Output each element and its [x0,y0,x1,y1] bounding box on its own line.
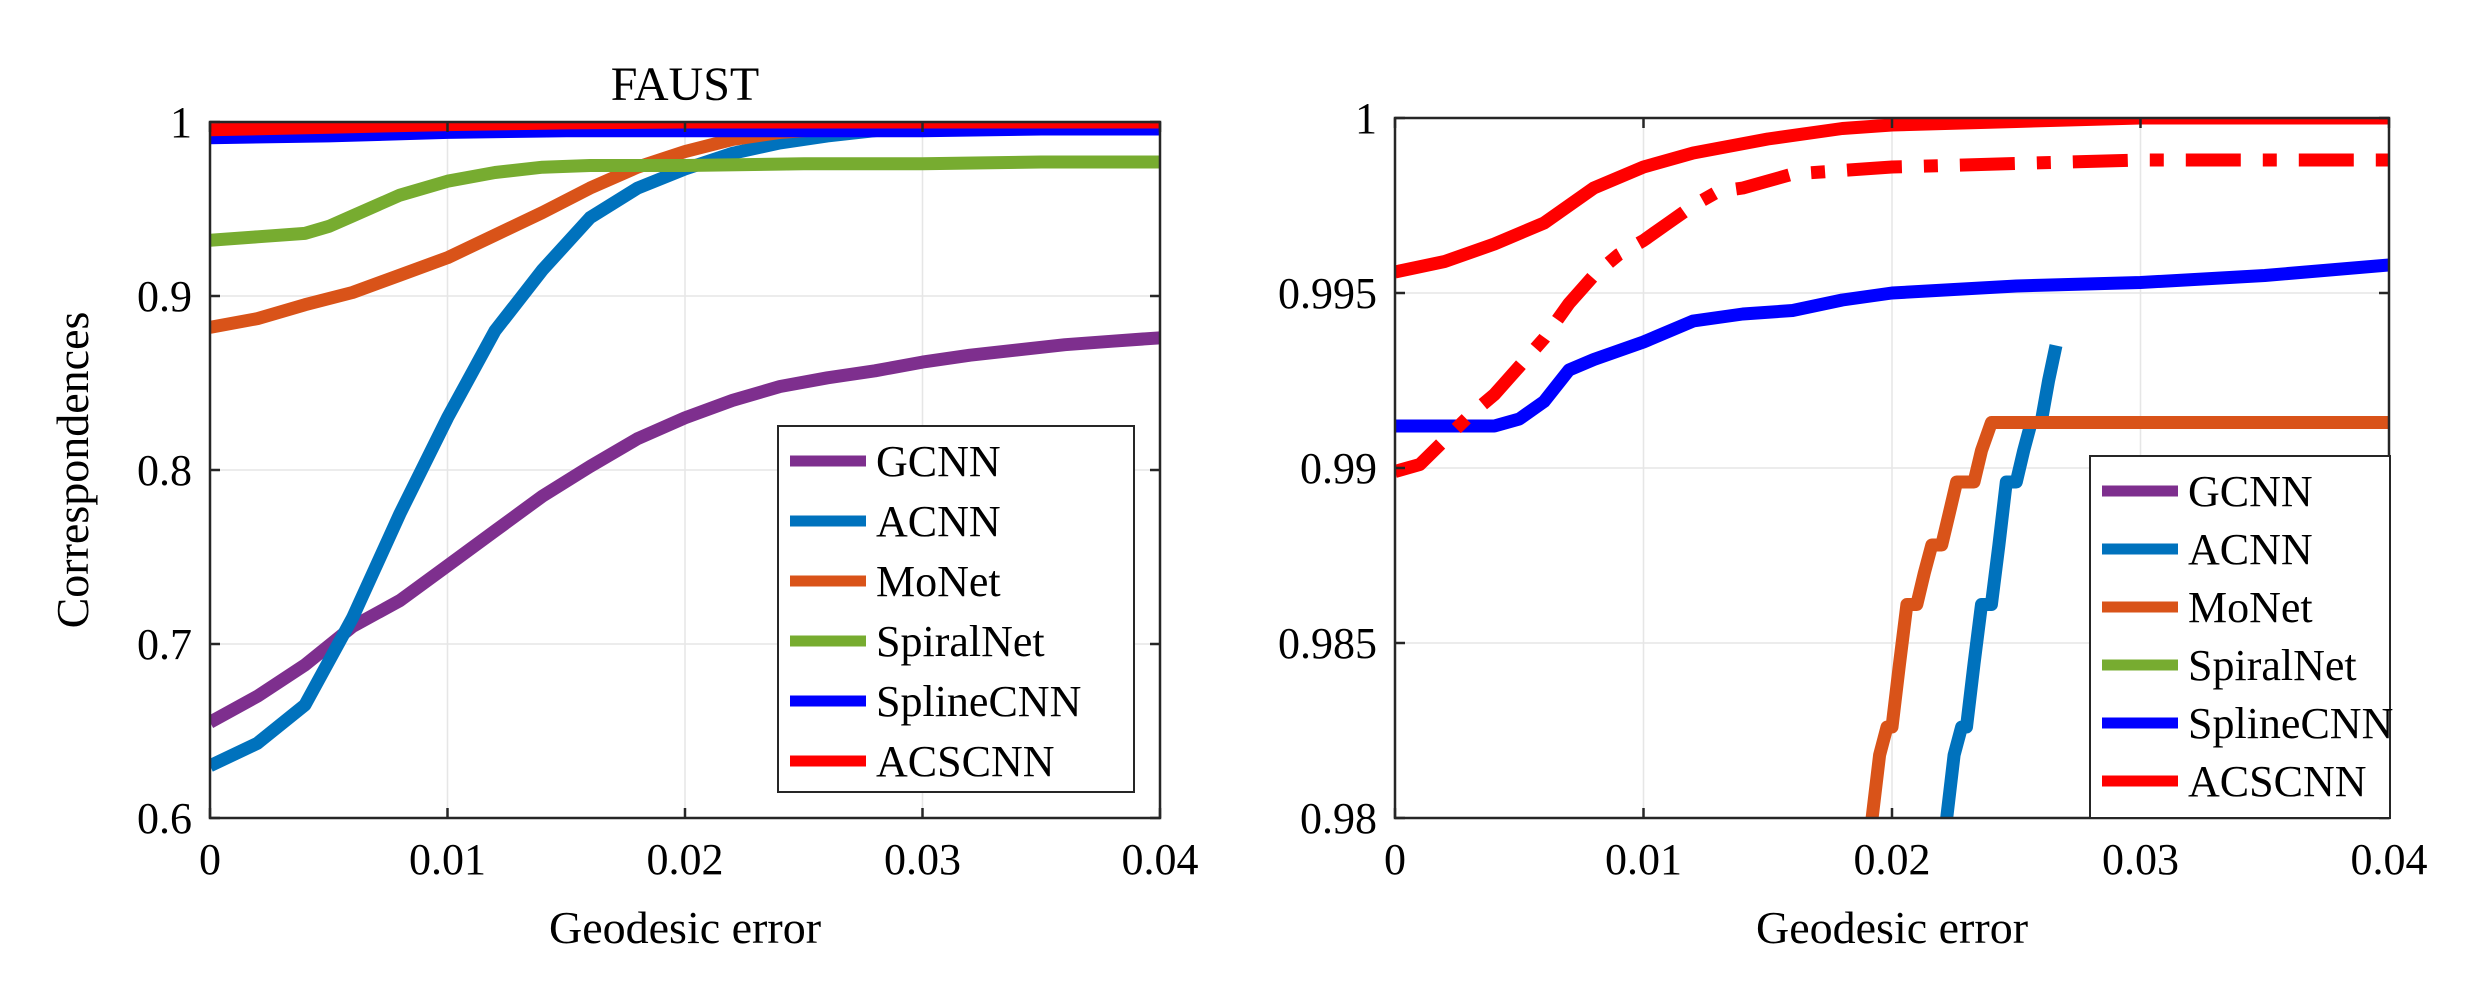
faust-panel: 0 0.01 0.02 0.03 0.04 0.6 0.7 0.8 0.9 1 Geodesic e… [47,58,1199,953]
x-tick-label: 0.01 [409,835,486,884]
y-tick-label: 0.8 [137,446,192,495]
x-tick-label: 0.02 [1854,835,1931,884]
x-tick-label: 0.03 [884,835,961,884]
acscnn-line-dashdot [1395,153,2389,478]
spiralnet-line [210,155,1160,247]
splinecnn-line [1395,258,2389,433]
y-tick-label: 1 [170,98,192,147]
x-tick-label: 0.03 [2102,835,2179,884]
x-tick-label: 0 [199,835,221,884]
legend: GCNN ACNN MoNet SpiralNet SplineCNN ACSCNN [777,425,1135,793]
x-tick-label: 0.02 [647,835,724,884]
x-tick-label: 0 [1384,835,1406,884]
y-tick-label: 0.7 [137,620,192,669]
legend-label-monet: MoNet [2188,583,2313,632]
y-tick-label: 0.99 [1300,444,1377,493]
y-tick-label: 1 [1355,94,1377,143]
monet-line [1865,416,2389,818]
legend: GCNN ACNN MoNet SpiralNet SplineCNN ACSCNN [2089,455,2393,819]
y-tick-label: 0.995 [1278,269,1377,318]
legend-label-gcnn: GCNN [2188,467,2313,516]
legend-box [2089,455,2391,819]
legend-label-splinecnn: SplineCNN [2188,699,2393,748]
legend-label-acnn: ACNN [2188,525,2313,574]
chart-title: FAUST [611,58,759,111]
y-axis-label: Correspondences [47,312,98,629]
x-axis-label: Geodesic error [549,902,821,953]
x-tick-label: 0.04 [2351,835,2428,884]
legend-label-spiralnet: SpiralNet [2188,641,2357,690]
y-tick-label: 0.985 [1278,619,1377,668]
y-tick-label: 0.98 [1300,794,1377,843]
gcnn-line [210,331,1160,728]
x-axis-label: Geodesic error [1756,902,2028,953]
legend-label-monet: MoNet [876,557,1001,606]
legend-label-spiralnet: SpiralNet [876,617,1045,666]
x-tick-label: 0.04 [1122,835,1199,884]
x-tick-label: 0.01 [1605,835,1682,884]
legend-label-acscnn: ACSCNN [876,737,1055,786]
zoom-panel: 0 0.01 0.02 0.03 0.04 0.98 0.985 0.99 0.995 1 Geod… [1278,94,2428,953]
y-tick-label: 0.6 [137,794,192,843]
legend-box [777,425,1135,793]
legend-label-acscnn: ACSCNN [2188,757,2367,806]
y-tick-label: 0.9 [137,272,192,321]
acscnn-line [210,122,1160,137]
legend-label-gcnn: GCNN [876,437,1001,486]
legend-label-splinecnn: SplineCNN [876,677,1081,726]
legend-label-acnn: ACNN [876,497,1001,546]
